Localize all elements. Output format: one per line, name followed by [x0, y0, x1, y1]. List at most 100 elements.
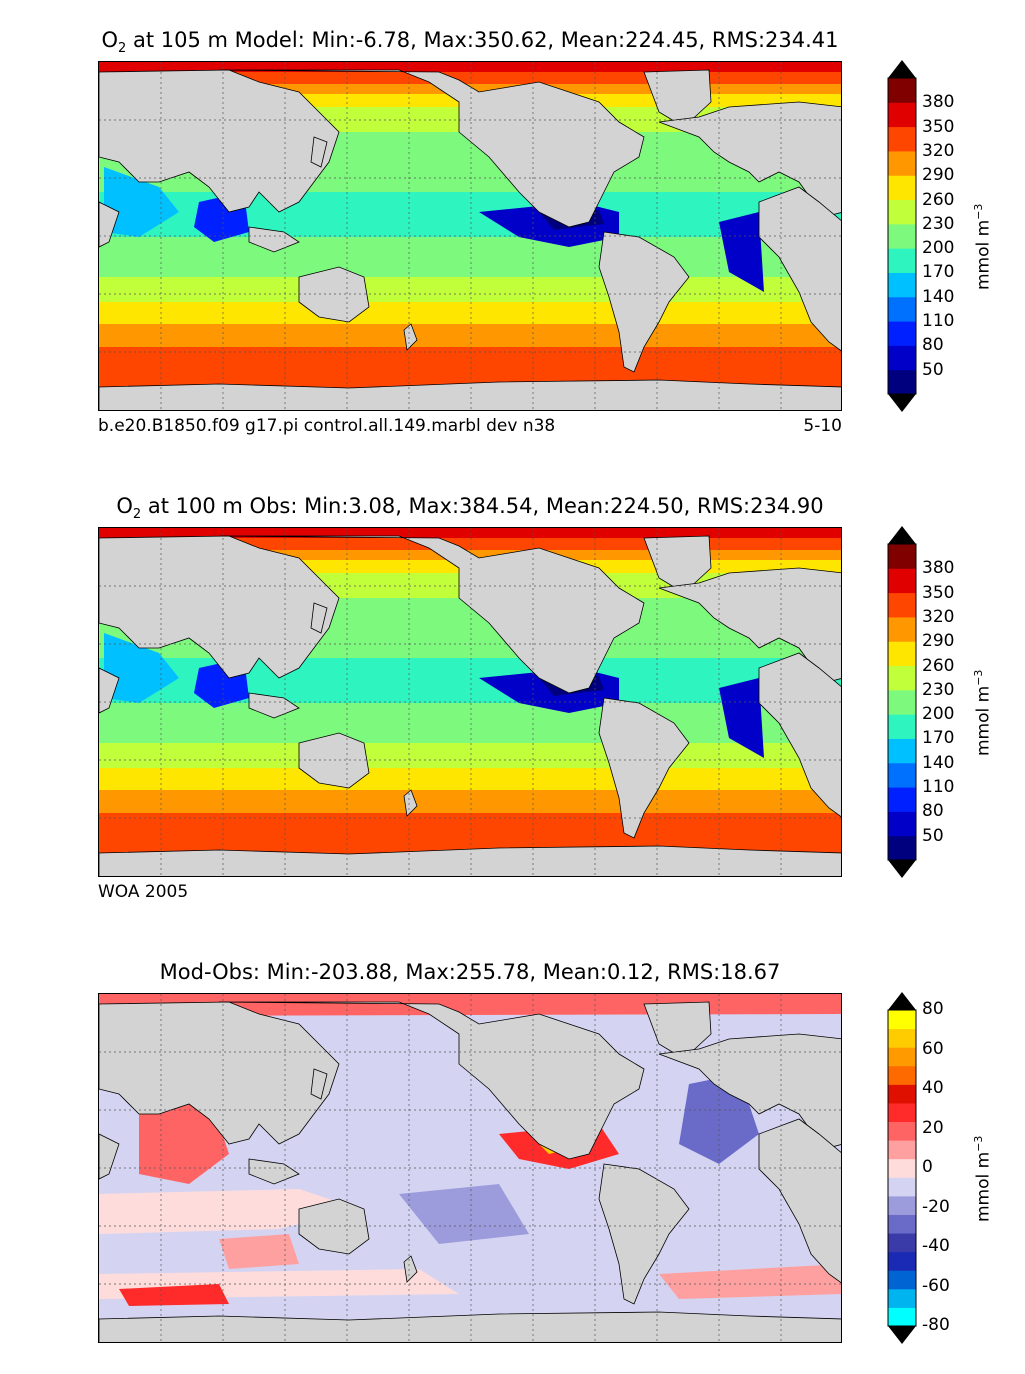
colorbar-tick-label: 320: [922, 140, 955, 161]
colorbar-tick-label: 320: [922, 606, 955, 627]
model-years-caption: 5-10: [803, 416, 842, 436]
colorbar-segment: [888, 102, 916, 128]
colorbar-segment: [888, 369, 916, 395]
colorbar-segment: [888, 175, 916, 201]
colorbar-segment: [888, 199, 916, 225]
colorbar-segment: [888, 616, 916, 642]
colorbar-tick-label: 260: [922, 655, 955, 676]
colorbar-segment: [888, 1307, 916, 1327]
land-mass: [598, 231, 690, 373]
colorbar-tick-label: 200: [922, 238, 955, 259]
colorbar-tick-label: 40: [922, 1078, 944, 1098]
colorbar-tick-label: -20: [922, 1196, 950, 1217]
colorbar-segment: [888, 1233, 916, 1253]
colorbar-tick-label: 50: [922, 359, 944, 380]
model-map: [98, 61, 842, 411]
colorbar-segment: [888, 811, 916, 837]
land-mass: [218, 1001, 645, 1160]
land-mass: [658, 101, 841, 218]
colorbar-segment: [888, 1177, 916, 1197]
o2-band: [99, 528, 841, 538]
colorbar-tick-label: 230: [922, 679, 955, 700]
anomaly-region: [99, 1189, 359, 1234]
obs-source-caption: WOA 2005: [98, 882, 189, 902]
colorbar-tick-label: 0: [922, 1157, 933, 1177]
anomaly-region: [399, 1184, 529, 1244]
colorbar-segment: [888, 321, 916, 346]
obs-map: [98, 527, 842, 877]
colorbar-bottom-extend: [888, 860, 916, 878]
colorbar-tick-label: 50: [922, 825, 944, 846]
land-mass: [403, 1255, 418, 1283]
o2-band: [99, 324, 841, 347]
o2-band: [99, 790, 841, 813]
colorbar-segment: [888, 296, 916, 322]
land-mass: [758, 186, 841, 352]
indian-ocean-region: [104, 167, 179, 237]
colorbar-tick-label: -40: [922, 1236, 950, 1256]
colorbar-tick-label: 350: [922, 116, 955, 137]
colorbar-segment: [888, 568, 916, 594]
colorbar-segment: [888, 835, 916, 861]
obs-colorbar: [887, 526, 917, 878]
colorbar-tick-label: -80: [922, 1315, 950, 1335]
colorbar-tick-label: 350: [922, 582, 955, 603]
land-mass: [218, 69, 645, 228]
colorbar-tick-label: 380: [922, 558, 955, 579]
land-mass: [658, 567, 841, 684]
colorbar-segment: [888, 1102, 916, 1123]
model-run-caption: b.e20.B1850.f09 g17.pi control.all.149.m…: [98, 416, 556, 436]
land-mass: [99, 1311, 841, 1342]
land-mass: [643, 69, 712, 128]
land-mass: [598, 697, 690, 839]
diff-colorbar-unit: mmol m−3: [972, 1135, 994, 1222]
land-mass: [298, 1198, 370, 1255]
colorbar-bottom-extend: [888, 1326, 916, 1344]
colorbar-tick-label: 230: [922, 213, 955, 234]
colorbar-segment: [888, 1195, 916, 1215]
colorbar-tick-label: 80: [922, 335, 944, 356]
land-mass: [298, 266, 370, 323]
colorbar-tick-label: 110: [922, 311, 955, 332]
colorbar-segment: [888, 544, 916, 569]
land-mass: [218, 535, 645, 694]
land-mass: [403, 789, 418, 817]
land-mass: [643, 535, 712, 594]
oxygen-minimum-zone: [719, 678, 764, 758]
colorbar-segment: [888, 714, 916, 739]
land-mass: [758, 652, 841, 818]
colorbar-segment: [888, 1084, 916, 1104]
colorbar-segment: [888, 665, 916, 691]
land-mass: [310, 602, 328, 634]
colorbar-segment: [888, 592, 916, 618]
colorbar-tick-label: 170: [922, 262, 955, 283]
land-mass: [99, 1001, 340, 1145]
land-mass: [248, 226, 300, 253]
oxygen-minimum-zone: [719, 212, 764, 292]
colorbar-tick-label: 170: [922, 728, 955, 749]
colorbar-tick-label: 80: [922, 801, 944, 822]
colorbar-tick-label: 140: [922, 286, 955, 307]
colorbar-tick-label: 110: [922, 777, 955, 798]
land-mass: [99, 379, 841, 410]
model-colorbar: [887, 60, 917, 412]
anomaly-region: [119, 1284, 229, 1306]
colorbar-tick-label: -60: [922, 1275, 950, 1296]
land-mass: [248, 1158, 300, 1185]
land-mass: [598, 1163, 690, 1305]
diff-title: Mod-Obs: Min:-203.88, Max:255.78, Mean:0…: [159, 960, 781, 984]
model-title: O2 at 105 m Model: Min:-6.78, Max:350.62…: [101, 28, 839, 57]
colorbar-segment: [888, 1065, 916, 1085]
land-mass: [310, 136, 328, 168]
colorbar-segment: [888, 1010, 916, 1030]
colorbar-segment: [888, 223, 916, 249]
diff-map: [98, 993, 842, 1343]
obs-title: O2 at 100 m Obs: Min:3.08, Max:384.54, M…: [116, 494, 824, 523]
indian-ocean-region: [104, 633, 179, 703]
anomaly-region: [659, 1264, 841, 1299]
colorbar-tick-label: 290: [922, 165, 955, 186]
colorbar-segment: [888, 1270, 916, 1290]
colorbar-top-extend: [888, 60, 916, 78]
colorbar-segment: [888, 150, 916, 176]
